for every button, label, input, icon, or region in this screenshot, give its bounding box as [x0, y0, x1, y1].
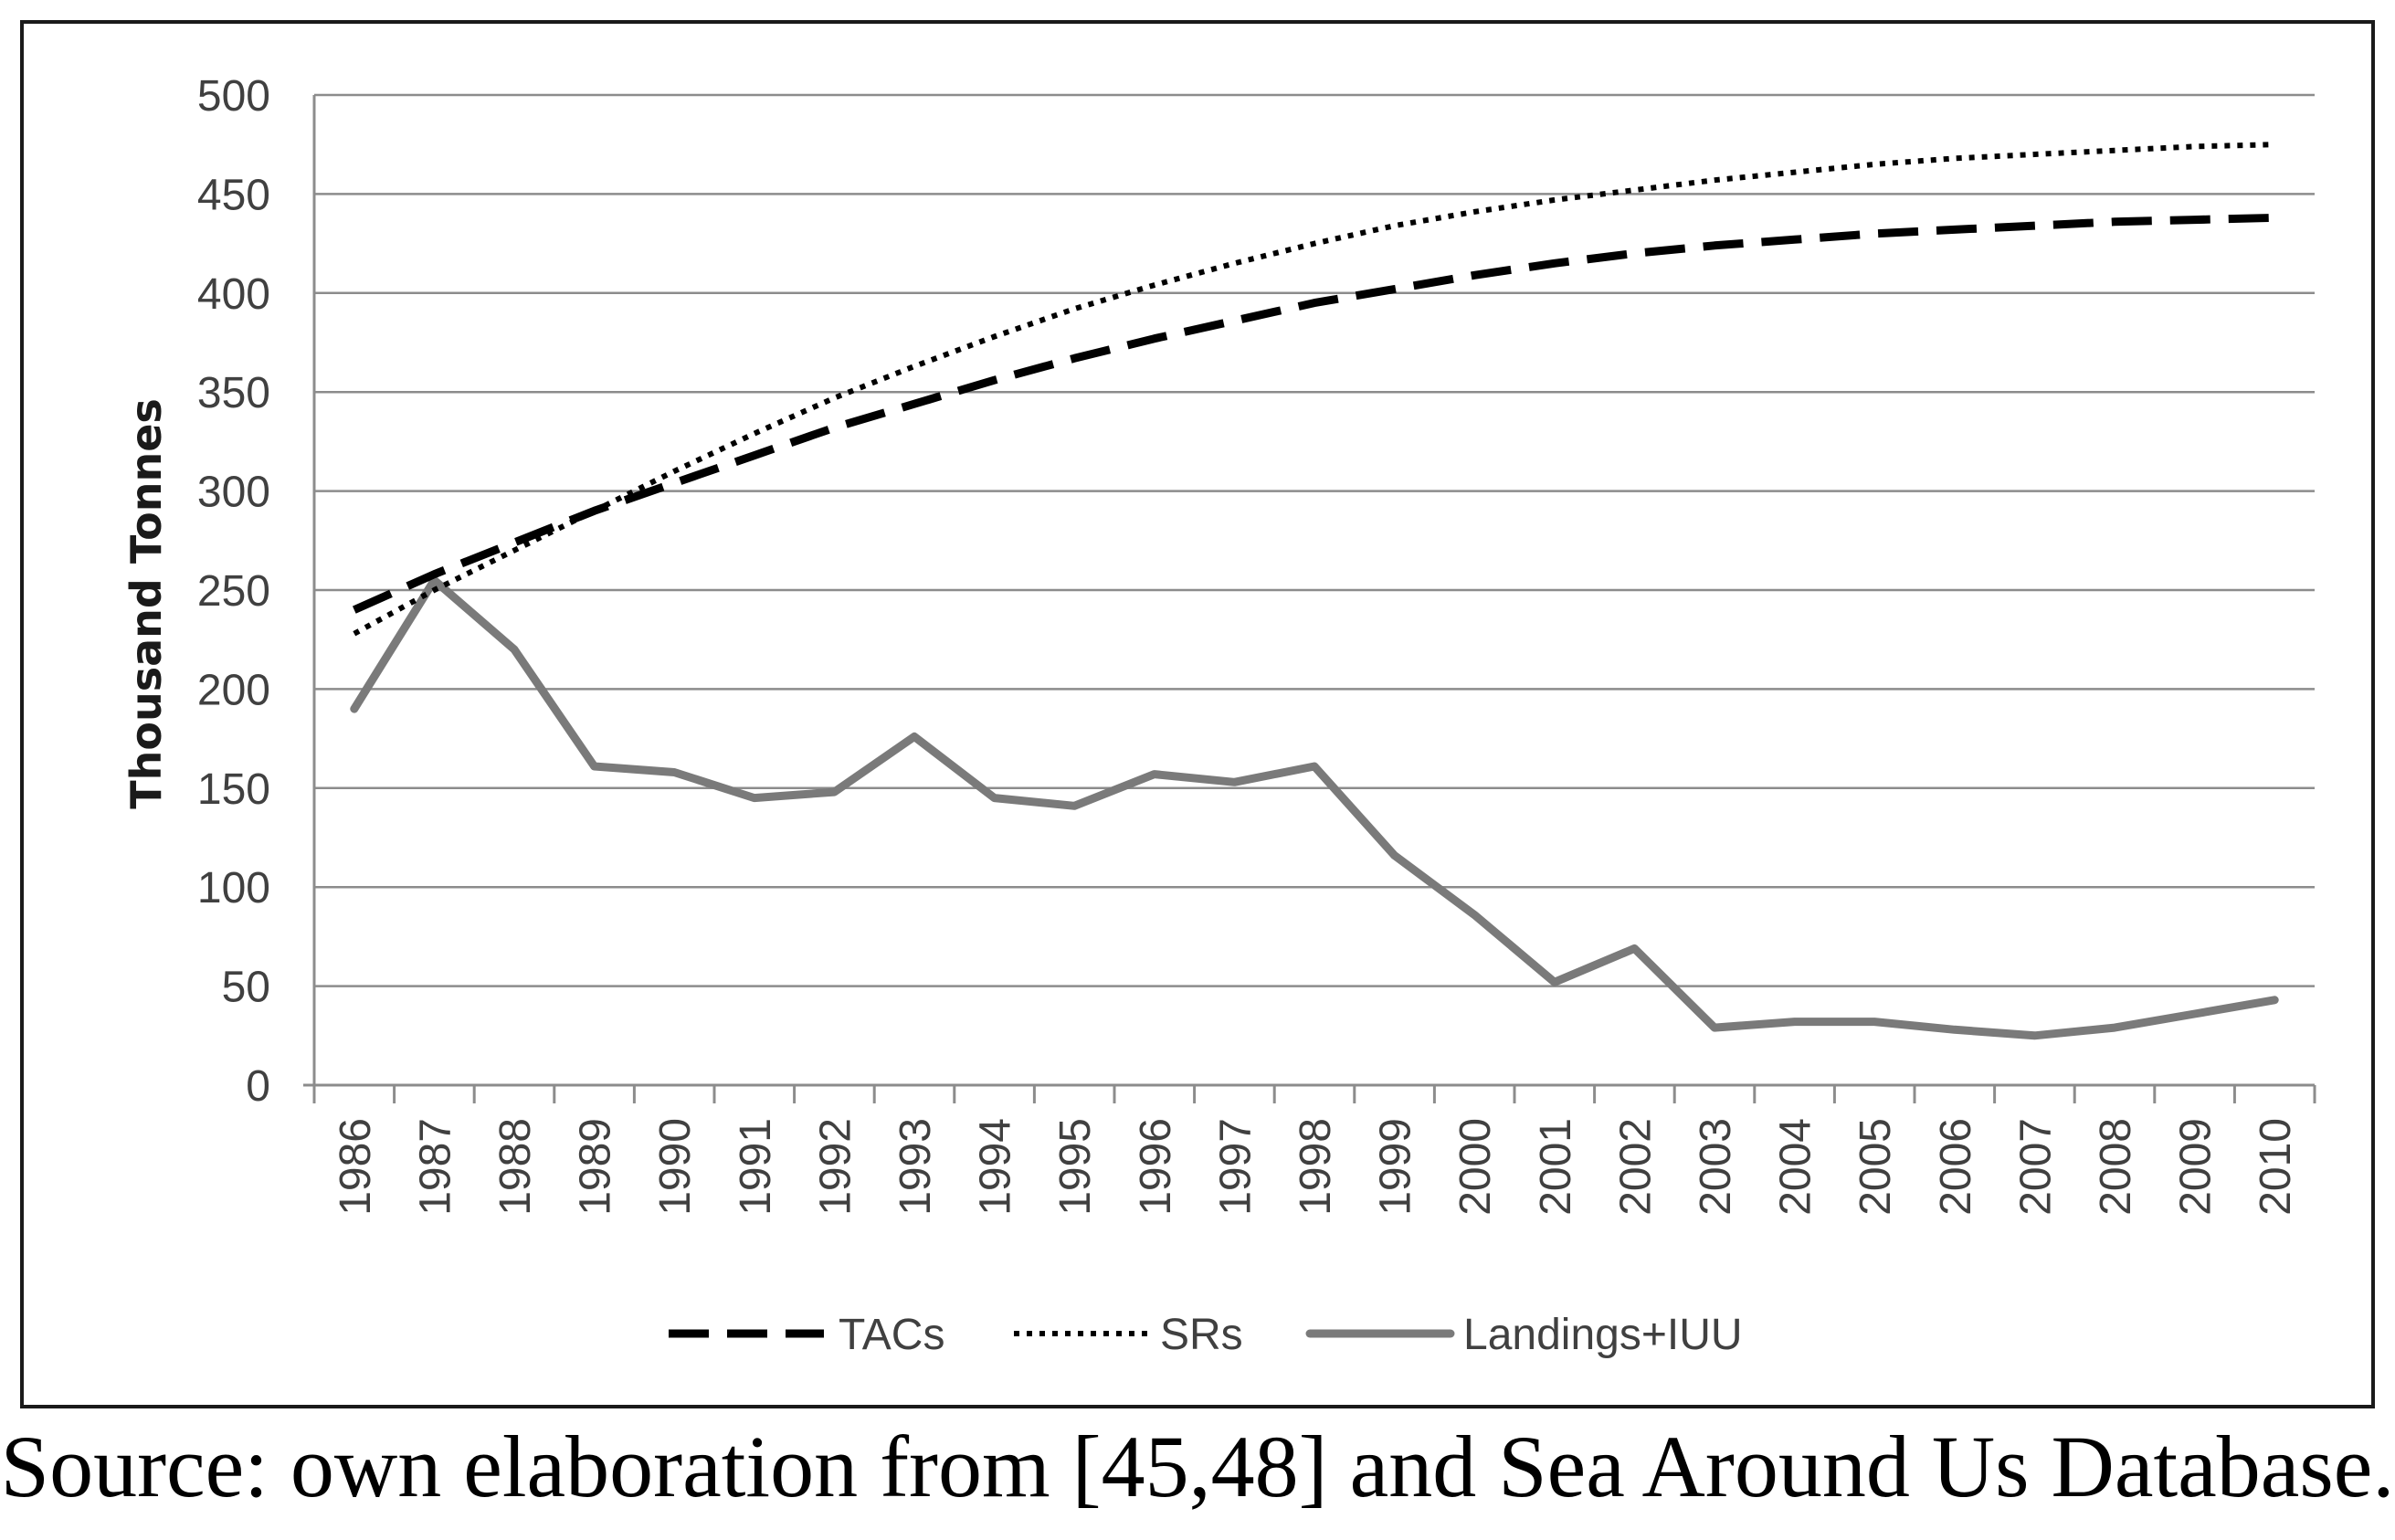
y-tick-label: 450 [197, 171, 270, 219]
data-point [1234, 263, 1235, 264]
x-tick-label: 1988 [491, 1118, 540, 1216]
data-point [2274, 144, 2275, 145]
legend-item: TACs [669, 1311, 944, 1359]
legend-item: SRs [1014, 1311, 1243, 1359]
data-point [514, 542, 515, 543]
y-tick-label: 250 [197, 567, 270, 616]
x-tick-label: 1999 [1372, 1118, 1420, 1216]
x-tick-label: 1996 [1132, 1118, 1180, 1216]
x-tick-label: 2001 [1532, 1118, 1580, 1216]
y-axis-label: Thousand Tonnes [121, 398, 171, 809]
y-tick-label: 350 [197, 369, 270, 417]
series-tacs [352, 213, 2275, 614]
x-tick-label: 2004 [1772, 1118, 1820, 1216]
x-tick-label: 2000 [1451, 1118, 1500, 1216]
x-tick-label: 2003 [1692, 1118, 1740, 1216]
x-tick-label: 1994 [972, 1118, 1020, 1216]
legend-label: SRs [1160, 1311, 1243, 1359]
legend-item: Landings+IUU [1305, 1311, 1743, 1359]
x-tick-label: 2009 [2172, 1118, 2221, 1216]
source-caption: Source: own elaboration from [45,48] and… [0, 1418, 2395, 1515]
x-tick-label: 2010 [2252, 1118, 2300, 1216]
data-point [1954, 158, 1955, 159]
data-point [1074, 309, 1075, 310]
legend: TACs SRs Landings+IUU [669, 1311, 1743, 1359]
data-point [1874, 163, 1875, 164]
data-point [914, 366, 915, 367]
series-srs [353, 142, 2275, 637]
y-tick-label: 150 [197, 765, 270, 814]
y-tick-label: 50 [222, 964, 270, 1012]
x-tick-label: 1986 [332, 1118, 380, 1216]
data-point [834, 427, 835, 428]
chart-frame: 0 50 100 150 200 250 300 350 400 450 500 1986 1987 1… [20, 20, 2375, 1408]
y-tick-label: 400 [197, 270, 270, 319]
y-tick-label: 200 [197, 666, 270, 714]
legend-label: TACs [839, 1311, 944, 1359]
legend-label: Landings+IUU [1463, 1311, 1743, 1359]
x-tick-label: 1987 [411, 1118, 459, 1216]
x-tick-label: 2007 [2011, 1118, 2060, 1216]
x-tick-label: 1992 [811, 1118, 860, 1216]
data-point [2274, 217, 2275, 218]
x-tick-label: 1989 [572, 1118, 620, 1216]
data-point [1874, 233, 1875, 234]
x-tick-label: 1990 [651, 1118, 700, 1216]
series-lines [350, 142, 2279, 1040]
series-line [353, 142, 2275, 637]
x-tick-label: 1997 [1211, 1118, 1260, 1216]
y-tick-label: 0 [246, 1062, 270, 1111]
series-landings-iuu [350, 575, 2279, 1040]
data-point [1634, 190, 1635, 191]
x-tick-label: 1995 [1051, 1118, 1100, 1216]
y-tick-labels: 0 50 100 150 200 250 300 350 400 450 500 [197, 72, 270, 1111]
y-tick-label: 500 [197, 72, 270, 121]
x-tick-label: 2006 [1932, 1118, 1980, 1216]
axes [303, 95, 2316, 1103]
y-tick-label: 100 [197, 864, 270, 912]
x-tick-label: 1991 [732, 1118, 780, 1216]
x-tick-label: 2002 [1611, 1118, 1660, 1216]
x-tick-label: 1998 [1292, 1118, 1340, 1216]
x-tick-labels: 1986 1987 1988 1989 1990 1991 1992 1993 1994 1995… [332, 1118, 2300, 1216]
series-line [352, 213, 2275, 614]
data-point [1394, 226, 1395, 227]
series-line [350, 575, 2279, 1040]
data-point [834, 397, 835, 398]
data-point [1234, 321, 1235, 322]
x-tick-label: 2008 [2092, 1118, 2140, 1216]
data-point [674, 482, 675, 483]
y-tick-label: 300 [197, 469, 270, 517]
x-tick-label: 1993 [892, 1118, 940, 1216]
data-point [2194, 146, 2195, 147]
x-tick-label: 2005 [1852, 1118, 1900, 1216]
data-point [1634, 253, 1635, 254]
